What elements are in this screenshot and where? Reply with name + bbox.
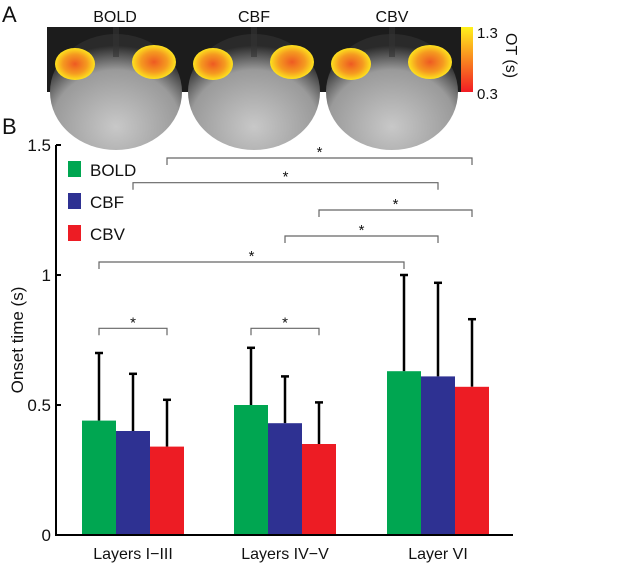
- bar-bold: [82, 420, 116, 535]
- legend-swatch-cbv: [68, 225, 81, 241]
- brain-images: [47, 27, 461, 150]
- bar-bold: [387, 371, 421, 535]
- colorbar: [461, 27, 473, 92]
- legend-label: CBF: [90, 193, 124, 212]
- activation-left: [193, 48, 233, 80]
- bar-chart: 0 0.5 1 1.5 Layers I−III Layers IV−V Layer VI B…: [27, 136, 513, 563]
- colorbar-max-label: 1.3: [477, 25, 498, 42]
- y-tick-label: 0.5: [27, 396, 51, 415]
- midline: [113, 27, 119, 57]
- colorbar-title: OT (s): [502, 33, 519, 78]
- bar-cbf: [116, 431, 150, 535]
- legend-swatch-bold: [68, 161, 81, 177]
- x-tick-label: Layers IV−V: [241, 546, 329, 563]
- x-tick-label: Layers I−III: [93, 546, 173, 563]
- significance-bracket: [318, 209, 473, 217]
- panel-title-bold: BOLD: [93, 9, 137, 26]
- y-tick-label: 1.5: [27, 136, 51, 155]
- legend-label: BOLD: [90, 161, 136, 180]
- y-tick-label: 0: [42, 526, 51, 545]
- bar-cbv: [150, 446, 184, 535]
- significance-bracket: [166, 157, 473, 165]
- bar-cbv: [302, 444, 336, 535]
- significance-bracket: [98, 327, 168, 336]
- panel-b-label: B: [2, 114, 17, 139]
- x-tick-label: Layer VI: [408, 546, 468, 563]
- activation-left: [55, 48, 95, 80]
- midline: [251, 27, 257, 57]
- bar-cbf: [421, 376, 455, 535]
- activation-left: [331, 48, 371, 80]
- significance-star: *: [282, 314, 288, 331]
- bar-bold: [234, 405, 268, 535]
- activation-right: [132, 45, 176, 79]
- activation-right: [270, 45, 314, 79]
- significance-bracket: [250, 327, 320, 336]
- significance-star: *: [130, 314, 136, 331]
- panel-a-label: A: [2, 2, 17, 27]
- legend-label: CBV: [90, 225, 126, 244]
- midline: [389, 27, 395, 57]
- significance-star: *: [359, 222, 365, 239]
- y-tick-label: 1: [42, 266, 51, 285]
- significance-bracket: [284, 235, 439, 243]
- colorbar-min-label: 0.3: [477, 86, 498, 103]
- panel-title-cbv: CBV: [376, 9, 409, 26]
- y-axis-label: Onset time (s): [8, 287, 27, 394]
- significance-bracket: [132, 182, 439, 190]
- significance-star: *: [393, 196, 399, 213]
- significance-bracket: [98, 261, 405, 269]
- significance-star: *: [283, 169, 289, 186]
- significance-star: *: [317, 144, 323, 161]
- legend-swatch-cbf: [68, 193, 81, 209]
- bar-cbf: [268, 423, 302, 535]
- panel-title-cbf: CBF: [238, 9, 270, 26]
- activation-right: [408, 45, 452, 79]
- bar-cbv: [455, 386, 489, 535]
- significance-star: *: [249, 248, 255, 265]
